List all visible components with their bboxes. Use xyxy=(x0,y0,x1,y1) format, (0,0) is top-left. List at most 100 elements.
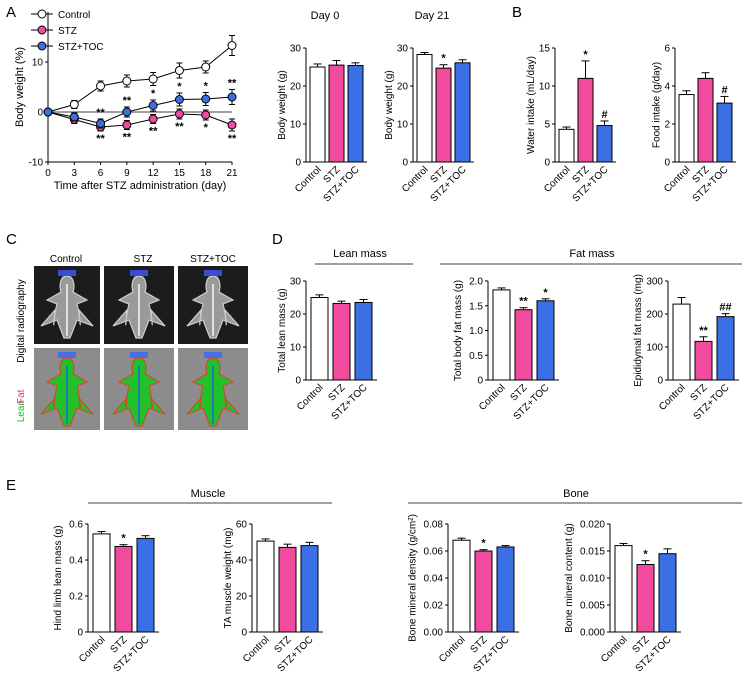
legend-label-control: Control xyxy=(58,10,90,21)
y-tick-label: 40 xyxy=(236,556,248,567)
bar-control xyxy=(416,53,433,163)
y-tick-label: 1.0 xyxy=(469,326,483,337)
bar-stz xyxy=(332,302,351,381)
y-tick-label: 1.5 xyxy=(469,301,483,312)
chart-e-hind: 0 0.2 0.4 0.6 Hind limb lean mass (g) Control… xyxy=(53,520,159,674)
legend-marker-stz-toc xyxy=(37,41,47,51)
heading-fat-mass: Fat mass xyxy=(569,248,615,260)
x-tick-label: 21 xyxy=(226,168,238,179)
y-axis-label: Body weight (g) xyxy=(277,70,288,139)
bar-stz-toc xyxy=(716,102,733,163)
significance-mark: * xyxy=(481,538,486,550)
y-axis-label: Hind limb lean mass (g) xyxy=(53,525,64,630)
bar-stz-toc xyxy=(536,300,555,381)
bar-control xyxy=(452,539,471,633)
category-label: Control xyxy=(400,164,431,195)
radiograph-marker-2 xyxy=(204,270,222,276)
bar-stz-toc xyxy=(454,62,471,163)
bar-stz-toc xyxy=(496,546,515,633)
y-tick-label: 0 xyxy=(664,158,670,169)
significance-below: ** xyxy=(123,132,132,144)
bar-stz xyxy=(114,546,133,633)
data-point xyxy=(122,76,132,86)
category-label: Control xyxy=(662,164,693,195)
y-tick-label: 0.4 xyxy=(69,556,83,567)
c-row-label-lean: Lean xyxy=(16,400,27,422)
c-row-label-radiography: Digital radiography xyxy=(16,279,27,362)
y-tick-label: 0 xyxy=(241,628,247,639)
data-point xyxy=(201,94,211,104)
y-tick-label: 0.00 xyxy=(424,628,444,639)
bar-stz xyxy=(577,77,594,163)
y-tick-label: 20 xyxy=(236,592,248,603)
y-tick-label: -10 xyxy=(29,158,44,169)
y-axis-label: Bone mineral density (g/cm²) xyxy=(408,514,419,642)
y-tick-label: 10 xyxy=(290,343,302,354)
y-tick-label: 30 xyxy=(290,44,302,55)
y-tick-label: 10 xyxy=(397,120,409,131)
composition-marker-1 xyxy=(130,352,148,358)
y-tick-label: 0.015 xyxy=(580,547,605,558)
significance-above: ** xyxy=(228,78,237,90)
chart-d-fat: 0 0.5 1.0 1.5 2.0 Total body fat mass (g) Cont… xyxy=(453,277,559,422)
y-tick-label: 0.02 xyxy=(424,601,444,612)
radiograph-marker-0 xyxy=(58,270,76,276)
legend-a: Control STZ STZ+TOC xyxy=(31,9,104,53)
data-point xyxy=(122,120,132,130)
legend-marker-control xyxy=(37,9,47,19)
category-label: Control xyxy=(657,382,688,413)
significance-mark: * xyxy=(543,287,548,299)
heading-day21: Day 21 xyxy=(415,10,450,22)
bar-stz xyxy=(328,64,345,163)
significance-below: * xyxy=(204,122,209,134)
radiograph-marker-1 xyxy=(130,270,148,276)
y-tick-label: 0.5 xyxy=(469,351,483,362)
data-point xyxy=(174,95,184,104)
data-point xyxy=(227,41,237,50)
bar-control xyxy=(310,297,329,381)
significance-mark: # xyxy=(721,84,727,96)
x-tick-label: 15 xyxy=(174,168,186,179)
y-tick-label: 0 xyxy=(295,376,301,387)
legend-label-stz: STZ xyxy=(58,26,77,37)
data-point xyxy=(227,120,237,130)
x-tick-label: 9 xyxy=(124,168,130,179)
c-col-label-stz: STZ xyxy=(134,254,153,265)
y-tick-label: 0.08 xyxy=(424,520,444,531)
data-point xyxy=(43,107,53,117)
bar-stz xyxy=(278,546,297,633)
y-tick-label: 0 xyxy=(477,376,483,387)
bar-stz-toc xyxy=(136,537,155,633)
data-point xyxy=(201,62,211,72)
data-point xyxy=(174,109,184,119)
significance-mark: ## xyxy=(719,302,731,314)
y-tick-label: 0 xyxy=(657,376,663,387)
y-axis-label: Food intake (g/day) xyxy=(651,62,662,148)
data-point xyxy=(148,114,158,124)
significance-mark: * xyxy=(121,533,126,545)
x-tick-label: 0 xyxy=(45,168,51,179)
y-tick-label: 10 xyxy=(290,120,302,131)
bar-stz xyxy=(636,564,655,633)
significance-above: * xyxy=(177,81,182,93)
category-label: Control xyxy=(477,382,508,413)
y-tick-label: 0.06 xyxy=(424,547,444,558)
heading-day0: Day 0 xyxy=(311,10,340,22)
significance-below: ** xyxy=(175,121,184,133)
y-tick-label: 6 xyxy=(664,44,670,55)
y-tick-label: 0.6 xyxy=(69,520,83,531)
panel-letter-e: E xyxy=(6,477,16,494)
significance-above: * xyxy=(204,81,209,93)
y-tick-label: 0 xyxy=(77,628,83,639)
y-tick-label: 300 xyxy=(646,277,663,288)
y-axis-label: Body weight (%) xyxy=(14,47,26,127)
data-point xyxy=(148,74,158,84)
